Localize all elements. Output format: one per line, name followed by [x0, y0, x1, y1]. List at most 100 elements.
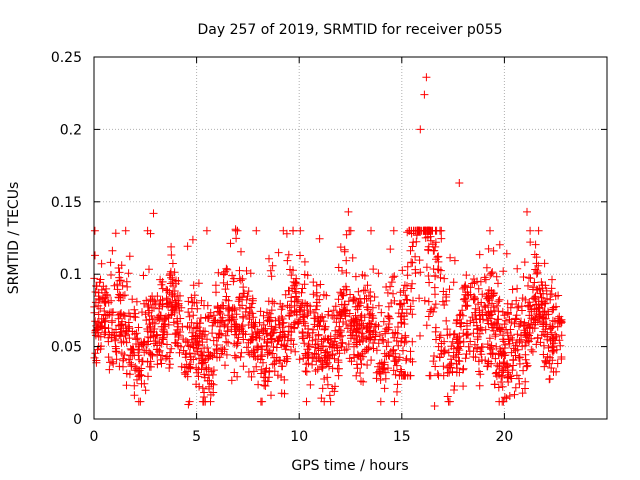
- data-point: [162, 294, 171, 303]
- data-point: [365, 328, 374, 337]
- data-point: [130, 391, 139, 400]
- data-point: [491, 369, 500, 378]
- data-point: [213, 353, 221, 362]
- data-point: [400, 338, 409, 347]
- data-point: [445, 397, 454, 406]
- data-point: [551, 292, 560, 301]
- data-point: [463, 330, 471, 339]
- data-point: [321, 334, 330, 343]
- data-point: [486, 226, 494, 235]
- data-point: [431, 290, 439, 299]
- data-point: [201, 397, 210, 406]
- data-point: [287, 306, 296, 315]
- data-point: [132, 329, 141, 338]
- data-point: [115, 310, 124, 319]
- data-point: [107, 271, 115, 279]
- data-point: [376, 376, 385, 384]
- data-point: [431, 362, 440, 371]
- data-point: [189, 332, 198, 341]
- data-point: [534, 226, 543, 235]
- data-point: [232, 320, 240, 329]
- data-point: [367, 356, 376, 365]
- data-point: [503, 299, 512, 308]
- data-point: [468, 313, 477, 322]
- data-point: [352, 360, 361, 369]
- data-point: [490, 380, 499, 389]
- data-point: [481, 275, 490, 284]
- data-point: [156, 311, 165, 320]
- data-point: [298, 328, 307, 336]
- data-point: [354, 321, 362, 330]
- data-point: [204, 353, 213, 361]
- data-point: [450, 386, 458, 394]
- data-point: [239, 335, 248, 344]
- data-point: [279, 318, 288, 327]
- data-point: [525, 273, 533, 282]
- data-point: [214, 333, 223, 342]
- data-point: [431, 323, 440, 332]
- data-point: [248, 309, 257, 318]
- data-point: [120, 350, 129, 359]
- data-point: [336, 288, 345, 297]
- data-point: [228, 271, 237, 280]
- data-point: [337, 289, 346, 298]
- data-point: [487, 345, 495, 354]
- data-point: [374, 322, 383, 331]
- data-point: [91, 349, 100, 358]
- data-point: [527, 345, 536, 354]
- x-tick-label: 20: [495, 429, 513, 445]
- data-point: [393, 329, 402, 338]
- data-point: [526, 238, 535, 247]
- data-point: [297, 288, 306, 297]
- data-point: [96, 304, 105, 313]
- data-point: [221, 267, 230, 276]
- data-point: [144, 301, 153, 310]
- data-point: [475, 250, 484, 259]
- data-point: [146, 349, 155, 358]
- data-point: [517, 331, 526, 340]
- data-point: [501, 363, 510, 372]
- data-point: [154, 313, 163, 322]
- data-point: [331, 326, 340, 335]
- data-point: [519, 366, 528, 375]
- data-point: [287, 293, 296, 302]
- data-point: [406, 246, 415, 255]
- data-point: [539, 341, 548, 350]
- data-point: [530, 250, 539, 259]
- data-point: [461, 354, 470, 363]
- data-point: [146, 357, 155, 366]
- data-point: [468, 279, 477, 288]
- data-point: [369, 314, 378, 323]
- data-point: [505, 339, 514, 348]
- data-point: [372, 368, 381, 377]
- data-point: [440, 274, 449, 283]
- data-point: [408, 279, 417, 288]
- data-point: [175, 348, 184, 357]
- data-point: [295, 305, 304, 314]
- data-point: [408, 357, 417, 366]
- data-point: [153, 360, 162, 369]
- data-point: [474, 284, 483, 293]
- data-point: [376, 331, 384, 339]
- data-point: [193, 344, 202, 353]
- data-point: [200, 370, 209, 379]
- data-point: [473, 325, 482, 334]
- data-point: [542, 358, 551, 367]
- data-point: [360, 271, 369, 280]
- data-point: [398, 266, 407, 275]
- data-point: [304, 348, 313, 357]
- data-point: [519, 273, 528, 281]
- data-point: [184, 308, 193, 317]
- data-point: [448, 367, 457, 376]
- data-point: [225, 306, 234, 315]
- data-point: [166, 360, 174, 369]
- data-point: [132, 335, 140, 344]
- data-point: [521, 341, 530, 350]
- data-point: [384, 313, 393, 321]
- data-point: [540, 259, 549, 268]
- y-tick-label: 0: [73, 412, 82, 428]
- data-point: [346, 334, 355, 343]
- data-point: [192, 298, 201, 307]
- data-point: [361, 286, 370, 295]
- data-point: [277, 373, 286, 381]
